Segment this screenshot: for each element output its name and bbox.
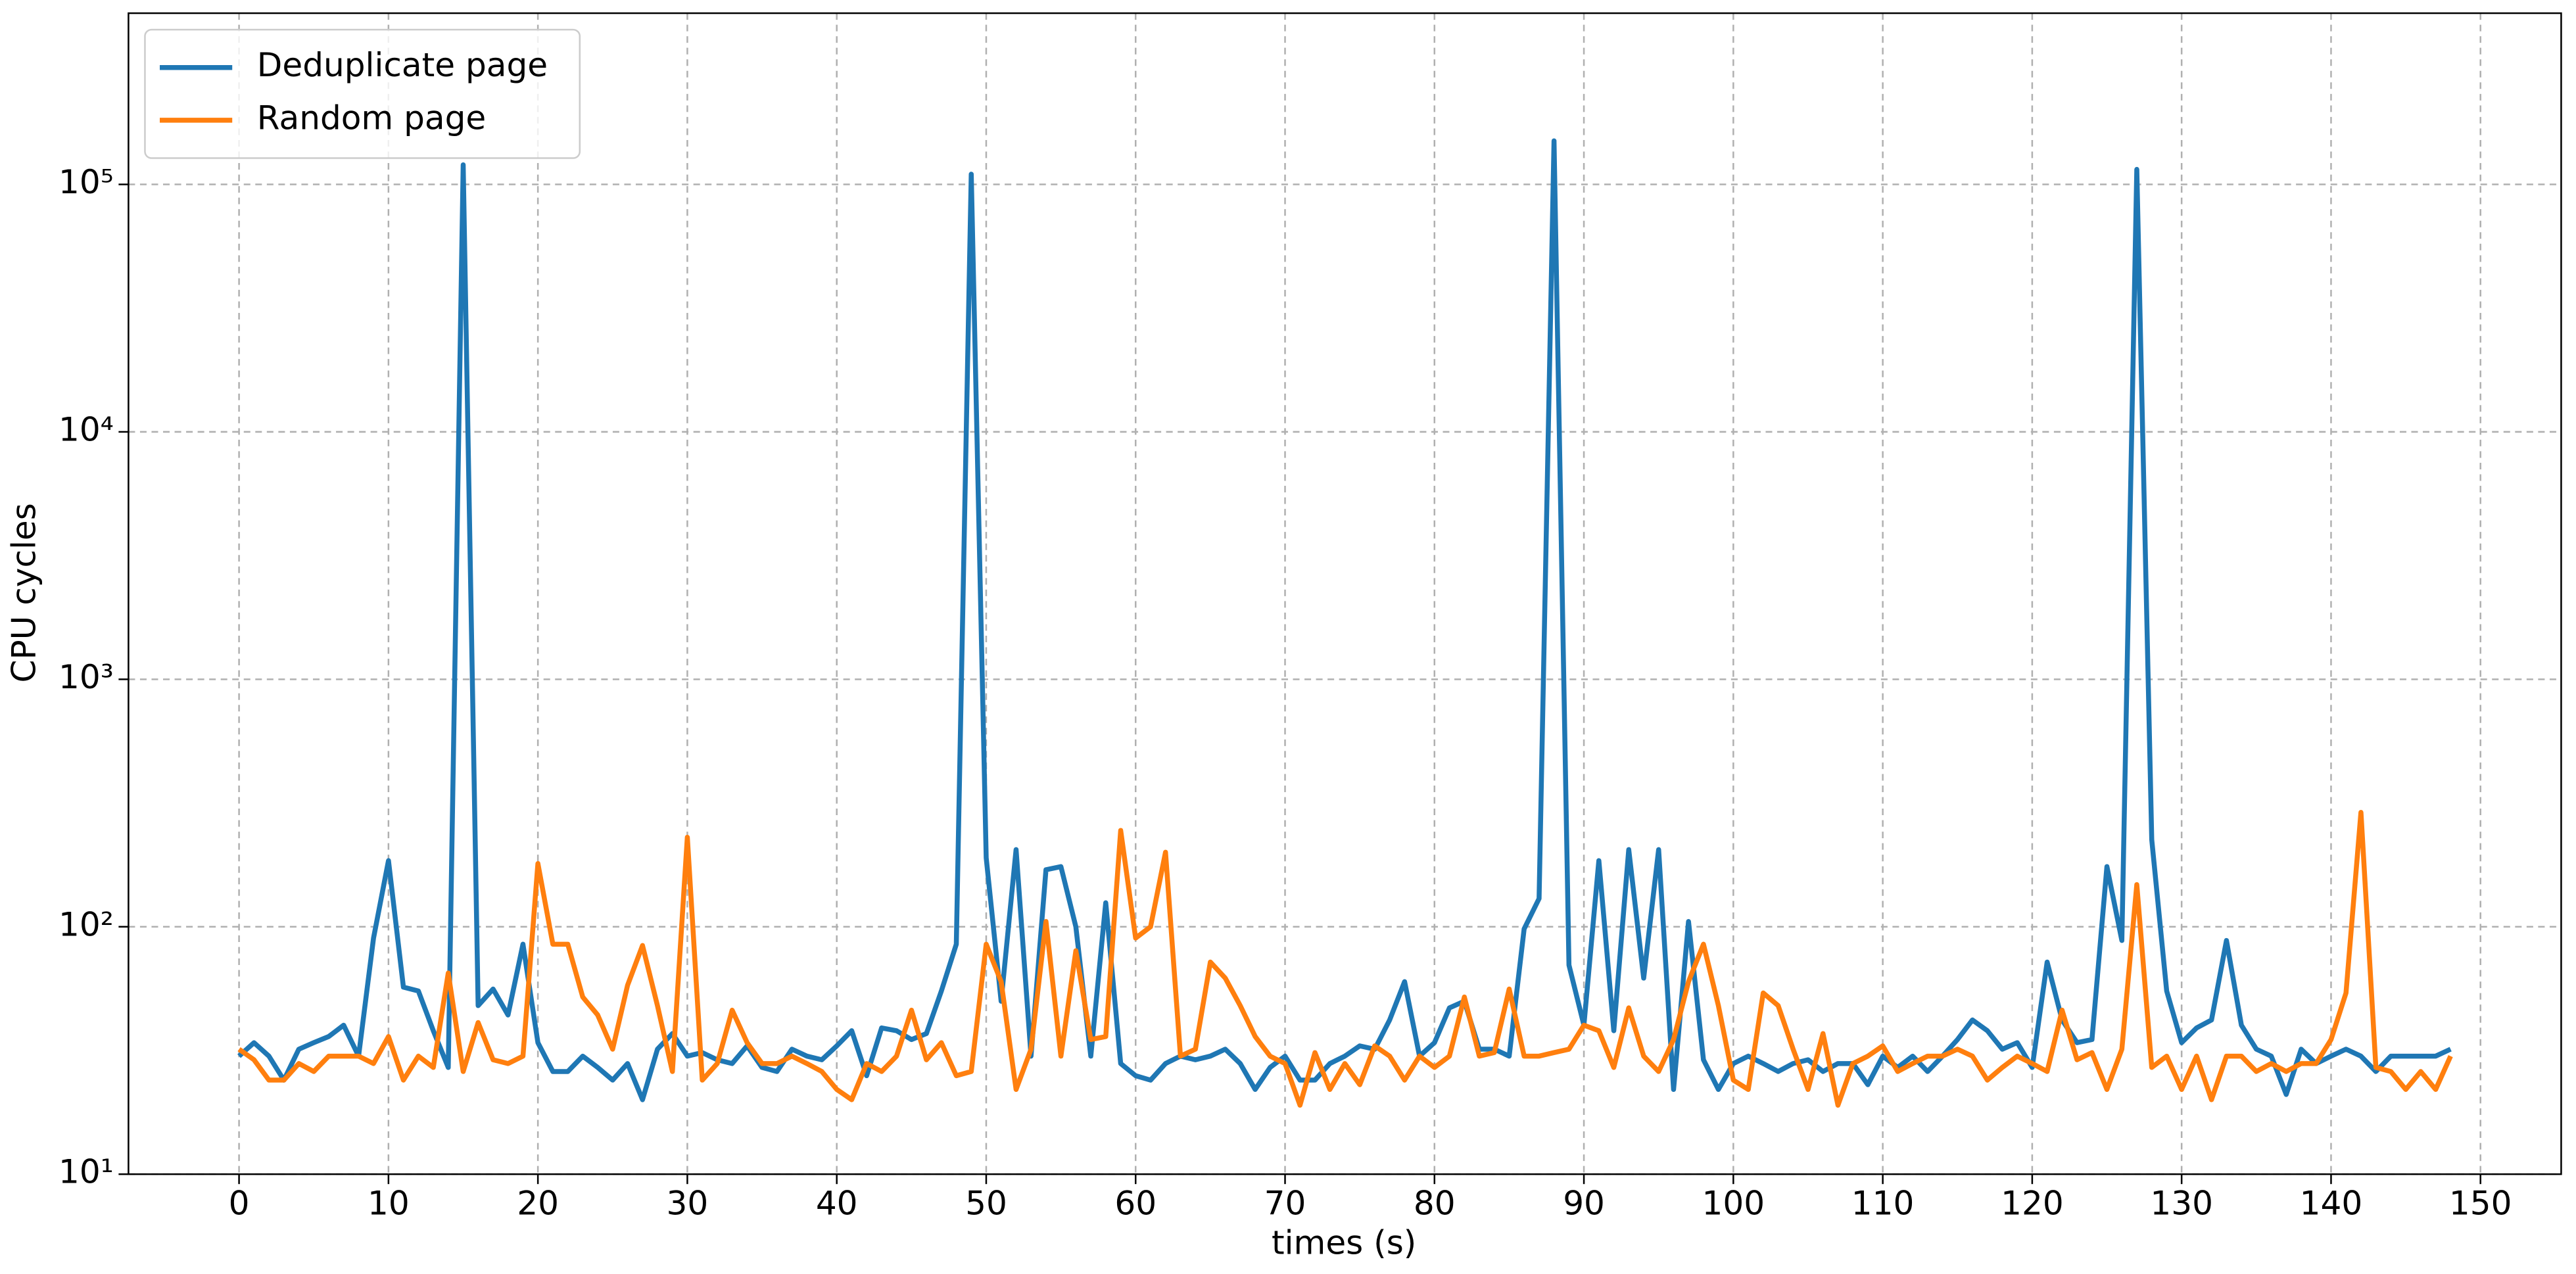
- legend-box: [144, 28, 581, 159]
- x-tick-label: 60: [1114, 1183, 1157, 1222]
- x-tick-label: 90: [1563, 1183, 1605, 1222]
- x-tick-label: 140: [2300, 1183, 2363, 1222]
- y-tick-label: 10²: [59, 905, 114, 943]
- x-tick-label: 100: [1702, 1183, 1765, 1222]
- y-axis-label: CPU cycles: [5, 503, 43, 682]
- x-tick-label: 40: [816, 1183, 858, 1222]
- x-tick-label: 130: [2150, 1183, 2213, 1222]
- y-tick-label: 10³: [59, 657, 114, 696]
- series-line: [237, 809, 2453, 1108]
- x-axis-label: times (s): [1272, 1223, 1416, 1262]
- plot-frame: [128, 12, 2562, 1175]
- legend-label: Random page: [257, 98, 486, 137]
- x-tick-label: 10: [368, 1183, 410, 1222]
- y-tick-label: 10¹: [59, 1152, 114, 1191]
- x-tick-label: 120: [2001, 1183, 2064, 1222]
- series-line: [237, 138, 2452, 1102]
- x-tick-label: 50: [965, 1183, 1007, 1222]
- y-tick-label: 10⁴: [59, 410, 114, 448]
- x-tick-label: 30: [667, 1183, 709, 1222]
- x-tick-label: 80: [1414, 1183, 1456, 1222]
- x-tick-label: 110: [1851, 1183, 1915, 1222]
- x-tick-label: 70: [1264, 1183, 1306, 1222]
- x-tick-label: 0: [229, 1183, 250, 1222]
- legend-label: Deduplicate page: [257, 45, 548, 84]
- x-tick-label: 20: [517, 1183, 559, 1222]
- y-tick-label: 10⁵: [59, 162, 114, 201]
- x-tick-label: 150: [2449, 1183, 2512, 1222]
